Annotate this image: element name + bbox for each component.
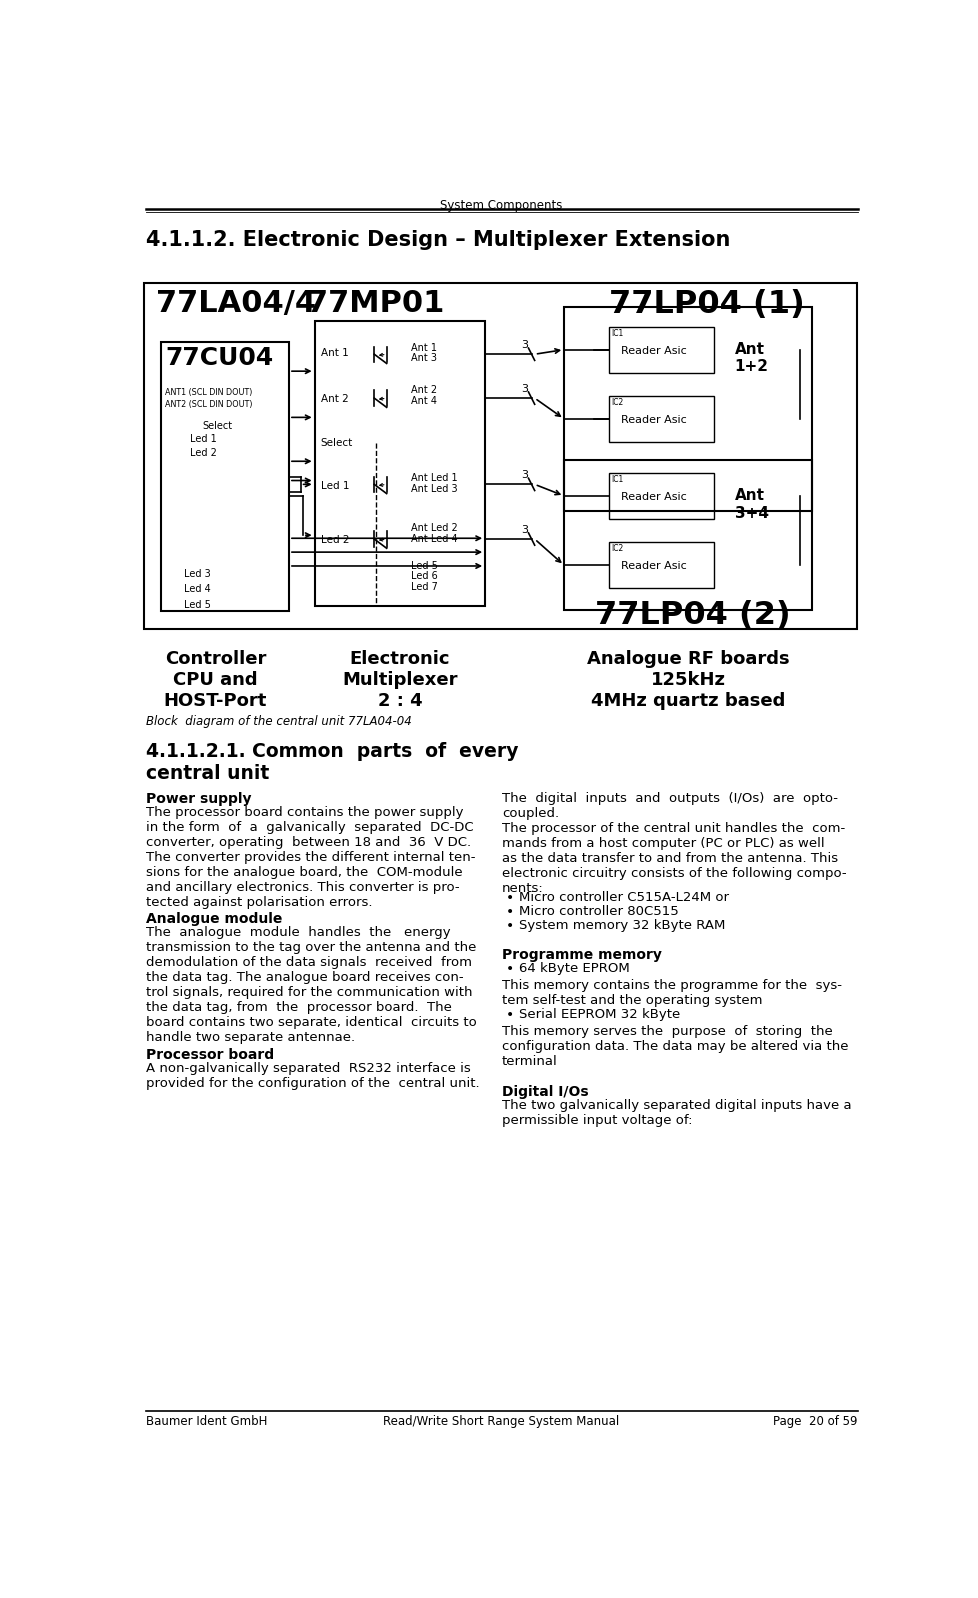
Bar [608, 473, 713, 519]
Text: The processor of the central unit handles the  com-
mands from a host computer (: The processor of the central unit handle… [502, 821, 846, 895]
Text: •: • [506, 892, 513, 904]
Text: Led 6: Led 6 [411, 572, 438, 582]
Text: Ant 3: Ant 3 [411, 353, 437, 363]
Text: Serial EEPROM 32 kByte: Serial EEPROM 32 kByte [518, 1008, 680, 1021]
Text: 3: 3 [520, 384, 527, 395]
Text: 64 kByte EPROM: 64 kByte EPROM [518, 962, 629, 975]
Text: This memory contains the programme for the  sys-
tem self-test and the operating: This memory contains the programme for t… [502, 978, 841, 1007]
Text: IC1: IC1 [611, 475, 623, 484]
Text: This memory serves the  purpose  of  storing  the
configuration data. The data m: This memory serves the purpose of storin… [502, 1024, 848, 1067]
Text: 4.1.1.2.1. Common  parts  of  every
central unit: 4.1.1.2.1. Common parts of every central… [146, 743, 517, 783]
Bar [608, 396, 713, 443]
Text: 77LP04 (2): 77LP04 (2) [595, 599, 790, 631]
Text: A non-galvanically separated  RS232 interface is
provided for the configuration : A non-galvanically separated RS232 inter… [146, 1061, 479, 1090]
Text: Led 2: Led 2 [190, 447, 217, 459]
Text: Led 4: Led 4 [184, 585, 211, 594]
Text: Reader Asic: Reader Asic [620, 492, 686, 502]
Text: 3: 3 [520, 526, 527, 535]
Text: Block  diagram of the central unit 77LA04-04: Block diagram of the central unit 77LA04… [146, 716, 411, 729]
Text: Led 3: Led 3 [184, 569, 211, 578]
Text: Led 7: Led 7 [411, 582, 438, 593]
Text: Ant
3+4: Ant 3+4 [734, 489, 768, 521]
Text: Reader Asic: Reader Asic [620, 561, 686, 572]
Bar [314, 321, 484, 606]
Text: Ant 2: Ant 2 [411, 385, 437, 395]
Text: Ant 1: Ant 1 [411, 342, 437, 353]
Text: The two galvanically separated digital inputs have a
permissible input voltage o: The two galvanically separated digital i… [502, 1099, 851, 1127]
Text: •: • [506, 904, 513, 919]
Text: The  digital  inputs  and  outputs  (I/Os)  are  opto-
coupled.: The digital inputs and outputs (I/Os) ar… [502, 793, 837, 820]
Text: Analogue module: Analogue module [146, 912, 282, 927]
Text: Ant Led 3: Ant Led 3 [411, 484, 458, 494]
Bar [608, 326, 713, 372]
Text: Power supply: Power supply [146, 793, 251, 807]
Text: Processor board: Processor board [146, 1048, 274, 1063]
Text: Reader Asic: Reader Asic [620, 415, 686, 425]
Text: 3: 3 [520, 470, 527, 481]
Text: Ant 4: Ant 4 [411, 396, 437, 406]
Text: Ant 2: Ant 2 [321, 395, 348, 404]
Text: Micro controller 80C515: Micro controller 80C515 [518, 904, 678, 917]
Text: System Components: System Components [440, 200, 562, 213]
Text: IC1: IC1 [611, 329, 623, 337]
Text: Ant Led 4: Ant Led 4 [411, 534, 458, 543]
Bar [161, 342, 289, 612]
Text: Select: Select [321, 438, 353, 447]
Text: 77LA04/4: 77LA04/4 [156, 289, 316, 318]
Bar [608, 542, 713, 588]
Text: The  analogue  module  handles  the   energy
transmission to the tag over the an: The analogue module handles the energy t… [146, 927, 476, 1045]
Text: Programme memory: Programme memory [502, 948, 661, 962]
Text: IC2: IC2 [611, 398, 623, 407]
Text: 4.1.1.2. Electronic Design – Multiplexer Extension: 4.1.1.2. Electronic Design – Multiplexer… [146, 230, 730, 251]
Text: Electronic
Multiplexer
2 : 4: Electronic Multiplexer 2 : 4 [341, 650, 457, 710]
Text: Controller
CPU and
HOST-Port: Controller CPU and HOST-Port [163, 650, 267, 710]
Text: Led 5: Led 5 [184, 599, 211, 610]
Text: ANT2 (SCL DIN DOUT): ANT2 (SCL DIN DOUT) [165, 400, 252, 409]
Text: •: • [506, 1008, 513, 1023]
Text: 77LP04 (1): 77LP04 (1) [608, 289, 804, 320]
Text: 3: 3 [520, 340, 527, 350]
Text: Ant 1: Ant 1 [321, 348, 348, 358]
Text: System memory 32 kByte RAM: System memory 32 kByte RAM [518, 919, 725, 932]
Text: Micro controller C515A-L24M or: Micro controller C515A-L24M or [518, 892, 729, 904]
Text: Led 5: Led 5 [411, 561, 438, 570]
Text: Analogue RF boards
125kHz
4MHz quartz based: Analogue RF boards 125kHz 4MHz quartz ba… [586, 650, 788, 710]
Text: Page  20 of 59: Page 20 of 59 [773, 1414, 857, 1427]
Text: IC2: IC2 [611, 545, 623, 553]
Text: Baumer Ident GmbH: Baumer Ident GmbH [146, 1414, 267, 1427]
Text: Read/Write Short Range System Manual: Read/Write Short Range System Manual [382, 1414, 619, 1427]
Text: Led 1: Led 1 [190, 435, 217, 444]
Text: ANT1 (SCL DIN DOUT): ANT1 (SCL DIN DOUT) [165, 388, 252, 398]
Text: The processor board contains the power supply
in the form  of  a  galvanically  : The processor board contains the power s… [146, 807, 474, 909]
Text: 77CU04: 77CU04 [165, 345, 273, 369]
Text: Digital I/Os: Digital I/Os [502, 1085, 588, 1099]
Text: 77MP01: 77MP01 [306, 289, 444, 318]
Bar [144, 283, 856, 630]
Text: Led 1: Led 1 [321, 481, 349, 491]
Text: •: • [506, 919, 513, 933]
Text: Ant Led 1: Ant Led 1 [411, 473, 458, 483]
Text: Select: Select [202, 422, 233, 431]
Bar [563, 460, 812, 610]
Text: Ant
1+2: Ant 1+2 [734, 342, 768, 374]
Text: Reader Asic: Reader Asic [620, 345, 686, 356]
Text: Ant Led 2: Ant Led 2 [411, 523, 458, 532]
Bar [563, 307, 812, 511]
Text: Led 2: Led 2 [321, 535, 349, 545]
Text: •: • [506, 962, 513, 976]
